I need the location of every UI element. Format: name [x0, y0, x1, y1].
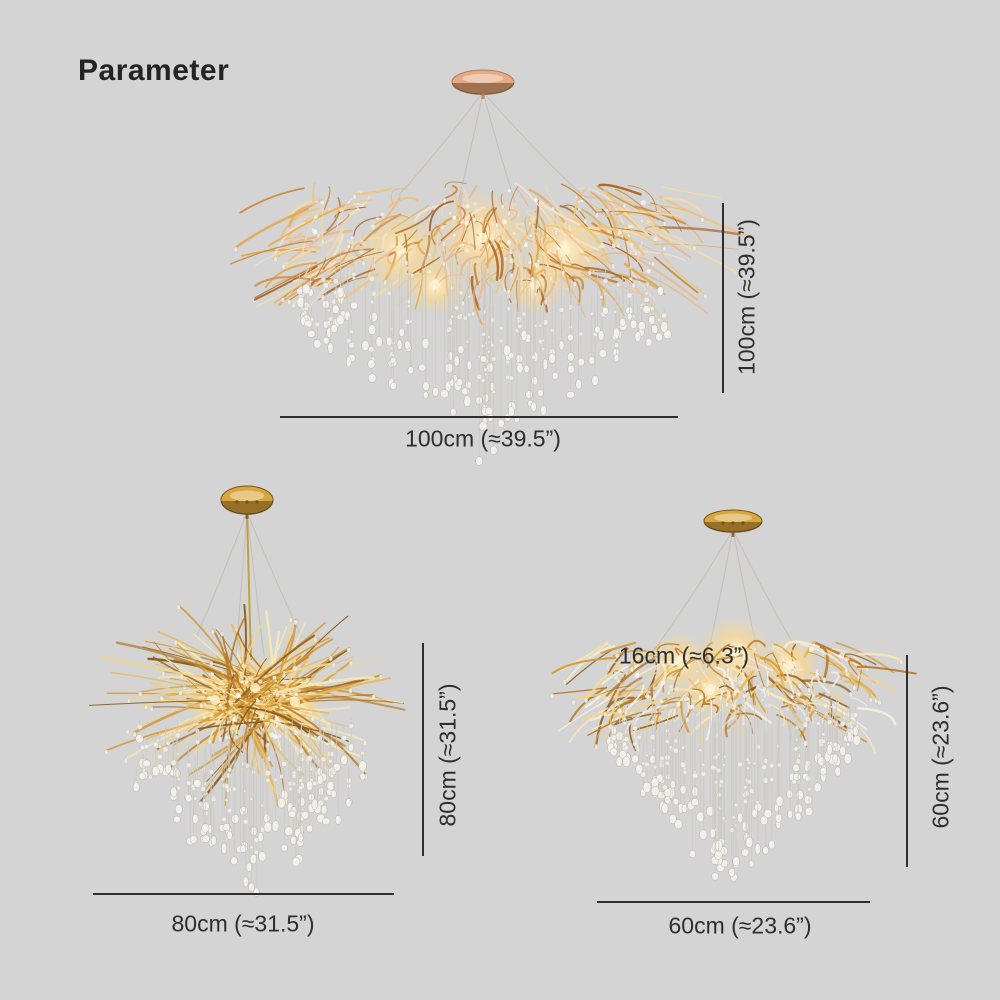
height-dimension-line-60cm	[906, 655, 908, 867]
chandelier-60cm-image	[550, 509, 917, 882]
height-dimension-label-100cm: 100cm (≈39.5”)	[733, 219, 760, 375]
chandelier-100cm-image	[230, 69, 754, 466]
canopy-dimension-label-60cm: 16cm (≈6.3”)	[618, 642, 750, 669]
page-title: Parameter	[78, 54, 230, 87]
width-dimension-line-100cm	[280, 416, 678, 418]
height-dimension-label-80cm: 80cm (≈31.5”)	[434, 683, 461, 827]
width-dimension-label-80cm: 80cm (≈31.5”)	[171, 910, 315, 937]
width-dimension-label-60cm: 60cm (≈23.6”)	[668, 912, 812, 939]
height-dimension-label-60cm: 60cm (≈23.6”)	[927, 685, 954, 829]
chandelier-80cm-image	[88, 485, 406, 897]
width-dimension-line-80cm	[93, 893, 394, 895]
width-dimension-label-100cm: 100cm (≈39.5”)	[405, 425, 561, 452]
height-dimension-line-80cm	[422, 643, 424, 856]
width-dimension-line-60cm	[597, 901, 870, 903]
height-dimension-line-100cm	[722, 203, 724, 393]
